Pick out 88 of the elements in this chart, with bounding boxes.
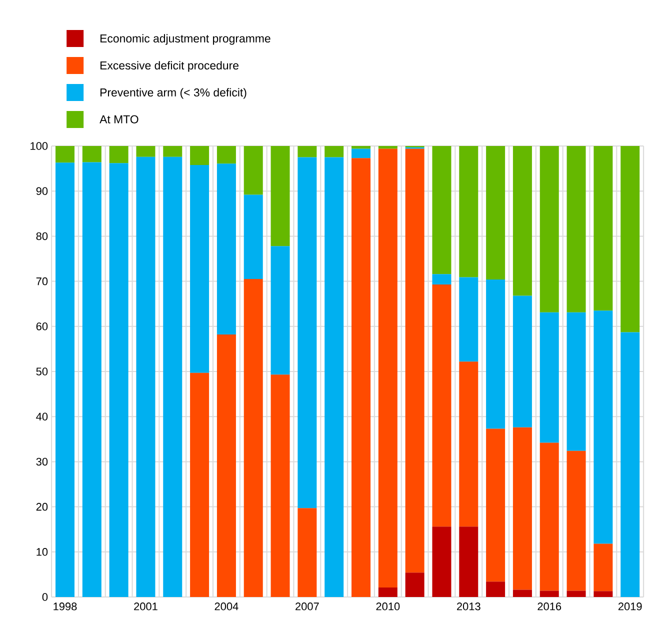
- x-tick-label: 2013: [457, 602, 480, 610]
- bar: [540, 146, 559, 312]
- x-tick-label: 2016: [538, 602, 562, 610]
- bar: [486, 279, 506, 429]
- bar: [512, 296, 532, 428]
- bar: [486, 582, 506, 597]
- bar: [459, 277, 478, 362]
- bar: [270, 246, 290, 375]
- bar: [216, 146, 236, 164]
- bar: [486, 146, 506, 280]
- bar: [190, 146, 210, 165]
- bar: [620, 332, 640, 597]
- legend-label: Preventive arm (< 3% deficit): [100, 88, 246, 99]
- bar: [432, 146, 452, 274]
- bar: [486, 428, 506, 582]
- bar: [324, 146, 344, 158]
- bar: [512, 146, 532, 296]
- bar: [378, 146, 398, 149]
- bar: [163, 156, 182, 597]
- bar: [540, 312, 559, 443]
- bar: [540, 442, 559, 591]
- bar: [216, 164, 236, 335]
- bar: [432, 274, 452, 284]
- bar: [298, 157, 317, 508]
- bar: [566, 312, 586, 451]
- bar: [190, 164, 210, 373]
- bar: [378, 148, 398, 588]
- x-tick-label: 2004: [214, 602, 238, 610]
- bar: [136, 156, 156, 597]
- bar: [352, 148, 371, 158]
- bar: [459, 526, 478, 597]
- x-tick-label: 2019: [618, 602, 642, 610]
- bar: [109, 163, 128, 597]
- bar: [512, 590, 532, 597]
- bar: [378, 588, 398, 597]
- bar: [298, 508, 317, 597]
- bar: [352, 158, 371, 597]
- bar: [82, 162, 102, 597]
- bar: [566, 590, 586, 597]
- legend-label: Economic adjustment programme: [100, 34, 270, 45]
- bar: [324, 157, 344, 597]
- bar: [512, 427, 532, 590]
- x-tick-label: 2001: [134, 602, 158, 610]
- bar: [56, 146, 74, 163]
- bar: [270, 374, 290, 597]
- bar: [594, 591, 613, 597]
- bar: [352, 146, 371, 149]
- x-tick-label: 1998: [54, 602, 77, 610]
- y-tick-label: 20: [36, 502, 48, 511]
- bar: [244, 194, 263, 280]
- bar: [216, 334, 236, 597]
- bar: [405, 572, 424, 597]
- y-tick-label: 30: [36, 458, 48, 466]
- y-tick-label: 90: [36, 187, 48, 195]
- bar: [56, 162, 74, 597]
- legend-label: At MTO: [100, 115, 138, 124]
- bar: [566, 450, 586, 591]
- bar: [432, 284, 452, 527]
- legend-label: Excessive deficit procedure: [100, 61, 238, 72]
- bar: [594, 146, 613, 311]
- bar: [405, 148, 424, 573]
- bar: [82, 146, 102, 162]
- bar: [620, 146, 640, 332]
- bar: [566, 146, 586, 312]
- y-tick-label: 60: [36, 322, 48, 330]
- bar: [432, 526, 452, 597]
- bar: [540, 590, 559, 597]
- bar: [594, 310, 613, 544]
- bar: [298, 146, 317, 158]
- bar: [244, 146, 263, 195]
- bar: [270, 146, 290, 246]
- y-tick-label: 50: [36, 368, 48, 376]
- y-tick-label: 80: [36, 232, 48, 240]
- bar: [244, 279, 263, 597]
- bar: [163, 146, 182, 157]
- bar: [190, 372, 210, 597]
- x-tick-label: 2007: [296, 602, 319, 610]
- y-tick-label: 0: [42, 593, 48, 601]
- y-tick-label: 100: [30, 142, 48, 150]
- bar: [109, 146, 128, 164]
- x-tick-label: 2010: [376, 602, 400, 610]
- y-tick-label: 70: [36, 277, 48, 286]
- y-tick-label: 10: [36, 548, 48, 556]
- bar: [459, 362, 478, 527]
- y-tick-label: 40: [36, 412, 48, 420]
- bar: [136, 146, 156, 157]
- bar: [459, 146, 478, 278]
- bar: [594, 544, 613, 592]
